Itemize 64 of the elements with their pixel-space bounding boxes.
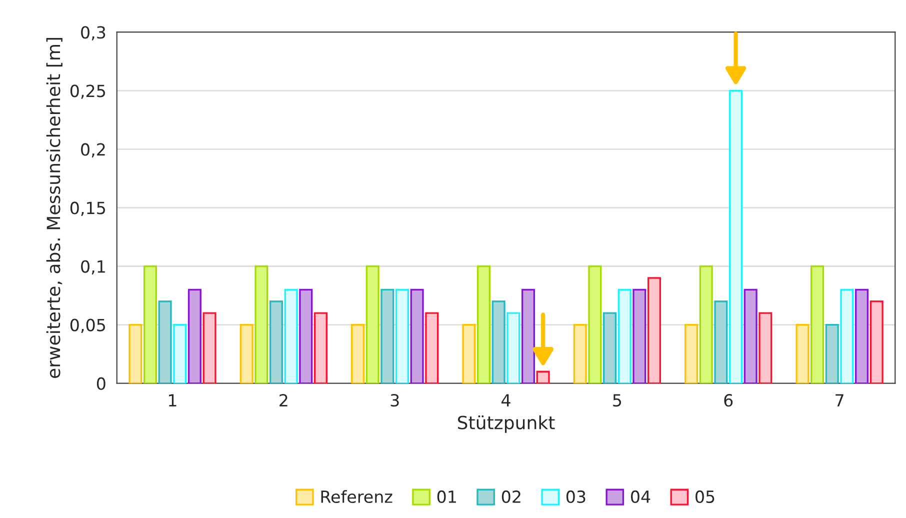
bar bbox=[855, 288, 869, 384]
bar bbox=[173, 324, 187, 384]
bar bbox=[536, 370, 550, 384]
bar bbox=[128, 324, 142, 384]
bar bbox=[618, 288, 632, 384]
bar bbox=[425, 312, 439, 384]
bar bbox=[158, 300, 172, 384]
legend-label: Referenz bbox=[321, 490, 392, 504]
bar bbox=[366, 265, 380, 384]
y-tick-label: 0,1 bbox=[81, 260, 105, 275]
x-tick-label: 1 bbox=[168, 394, 176, 406]
bar bbox=[462, 324, 476, 384]
y-axis-title: erweiterte, abs. Messunsicherheit [m] bbox=[46, 38, 62, 378]
legend-label: 01 bbox=[437, 490, 456, 504]
bar bbox=[588, 265, 602, 384]
legend-label: 03 bbox=[566, 490, 586, 504]
bar bbox=[395, 288, 409, 384]
x-tick-label: 5 bbox=[613, 394, 622, 407]
bar bbox=[477, 265, 491, 384]
y-tick-label: 0,05 bbox=[70, 318, 105, 334]
x-tick-label: 3 bbox=[390, 394, 399, 407]
bar bbox=[202, 312, 216, 384]
bar bbox=[254, 265, 268, 384]
bar bbox=[699, 265, 713, 384]
bar bbox=[380, 288, 394, 384]
bar bbox=[284, 288, 298, 384]
bar bbox=[143, 265, 157, 384]
bar bbox=[240, 324, 254, 384]
y-tick-label: 0,25 bbox=[70, 84, 105, 99]
legend-label: 05 bbox=[696, 490, 714, 504]
bar bbox=[729, 90, 743, 384]
bar bbox=[684, 324, 698, 384]
bar bbox=[796, 324, 810, 384]
bar bbox=[269, 300, 283, 384]
bar bbox=[492, 300, 506, 384]
bar bbox=[647, 277, 662, 384]
bar bbox=[573, 324, 587, 384]
bar bbox=[714, 300, 728, 384]
y-tick-label: 0,2 bbox=[81, 143, 105, 158]
bar bbox=[825, 324, 839, 384]
bar bbox=[188, 288, 202, 384]
x-tick-label: 4 bbox=[502, 394, 510, 406]
legend-label: 04 bbox=[630, 490, 650, 504]
bar bbox=[603, 312, 617, 384]
bar bbox=[299, 288, 313, 384]
bar bbox=[351, 324, 365, 384]
bar bbox=[744, 288, 758, 384]
y-tick-label: 0,15 bbox=[70, 202, 105, 216]
bar bbox=[810, 265, 824, 384]
bar bbox=[521, 288, 535, 384]
x-tick-label: 6 bbox=[724, 394, 733, 407]
x-axis-title: Stützpunkt bbox=[458, 415, 555, 433]
bar bbox=[758, 312, 772, 384]
y-tick-label: 0 bbox=[96, 377, 106, 390]
bar bbox=[410, 288, 424, 384]
bar bbox=[840, 288, 854, 384]
legend-label: 02 bbox=[502, 490, 520, 504]
bar bbox=[632, 288, 646, 384]
bar bbox=[506, 312, 520, 384]
x-tick-label: 7 bbox=[836, 394, 844, 406]
x-tick-label: 2 bbox=[280, 394, 288, 406]
bar bbox=[314, 312, 328, 384]
y-tick-label: 0,3 bbox=[81, 26, 106, 40]
bar bbox=[870, 300, 884, 384]
